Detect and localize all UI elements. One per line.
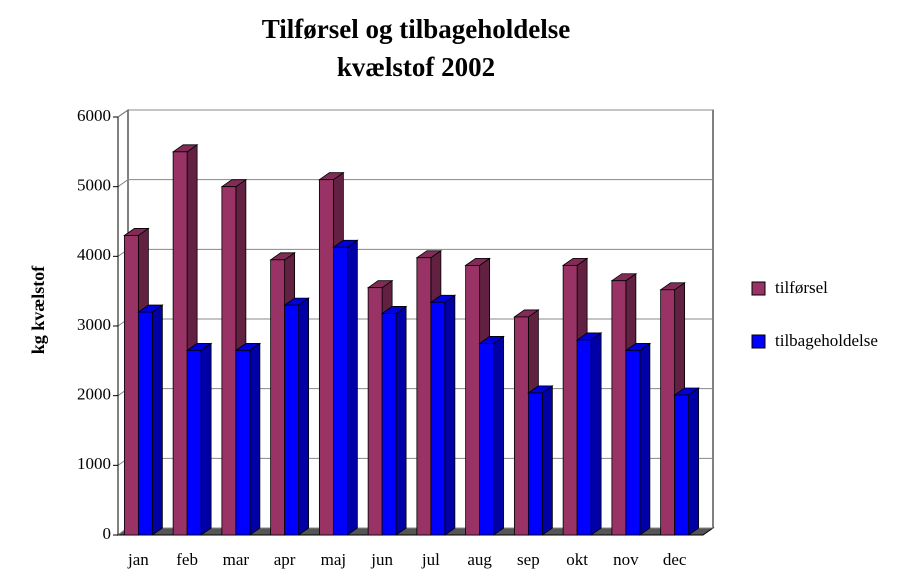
bar-side — [541, 385, 553, 536]
bar — [221, 186, 237, 536]
bar — [576, 339, 592, 536]
x-tick-label: dec — [663, 550, 687, 569]
bar-side — [200, 342, 212, 536]
x-tick-label: apr — [274, 550, 296, 569]
x-tick-label: feb — [176, 550, 198, 569]
bar — [465, 264, 481, 536]
bar-side — [688, 387, 700, 536]
bar — [332, 246, 348, 536]
bar-side — [444, 294, 456, 536]
bar — [381, 313, 397, 536]
x-tick-label: jan — [127, 550, 149, 569]
chart-title: kvælstof 2002 — [337, 52, 495, 82]
bar-side — [249, 342, 261, 536]
bar — [284, 304, 300, 536]
y-tick-label: 6000 — [77, 106, 111, 125]
bar — [235, 349, 251, 536]
bar-side — [493, 335, 505, 536]
bar — [660, 289, 676, 536]
bar — [186, 349, 202, 536]
bar-side — [639, 342, 651, 536]
bar — [416, 257, 432, 536]
bar — [123, 235, 139, 536]
x-tick-label: jul — [421, 550, 440, 569]
bar — [527, 392, 543, 536]
y-tick-label: 1000 — [77, 454, 111, 473]
bar — [513, 316, 529, 536]
y-tick-label: 4000 — [77, 245, 111, 264]
bar — [318, 179, 334, 536]
y-axis-title: kg kvælstof — [28, 265, 48, 355]
x-tick-label: aug — [467, 550, 492, 569]
chart-title: Tilførsel og tilbageholdelse — [262, 14, 571, 44]
bar — [430, 301, 446, 536]
y-tick-label: 2000 — [77, 385, 111, 404]
bar — [367, 287, 383, 536]
bar-side — [151, 304, 163, 536]
grid-line — [117, 179, 713, 188]
x-tick-label: jun — [370, 550, 393, 569]
bar — [562, 264, 578, 536]
y-tick-label: 0 — [103, 524, 112, 543]
bar — [479, 343, 495, 536]
bar — [611, 280, 627, 536]
legend-swatch — [751, 334, 766, 349]
bar-side — [395, 305, 407, 536]
legend-swatch — [751, 281, 766, 296]
x-tick-label: sep — [517, 550, 540, 569]
legend-label: tilførsel — [775, 278, 828, 297]
y-tick-label: 5000 — [77, 176, 111, 195]
x-tick-label: maj — [321, 550, 347, 569]
x-tick-label: nov — [613, 550, 639, 569]
bar — [625, 349, 641, 536]
y-tick-label: 3000 — [77, 315, 111, 334]
bar — [674, 394, 690, 536]
bar-side — [590, 332, 602, 536]
legend-label: tilbageholdelse — [775, 331, 878, 350]
bar — [270, 259, 286, 536]
x-tick-label: mar — [223, 550, 250, 569]
bar — [137, 311, 153, 536]
bar-side — [298, 297, 310, 536]
grid-line — [117, 109, 713, 118]
bar — [172, 151, 188, 536]
x-tick-label: okt — [566, 550, 588, 569]
bar-side — [346, 239, 358, 536]
